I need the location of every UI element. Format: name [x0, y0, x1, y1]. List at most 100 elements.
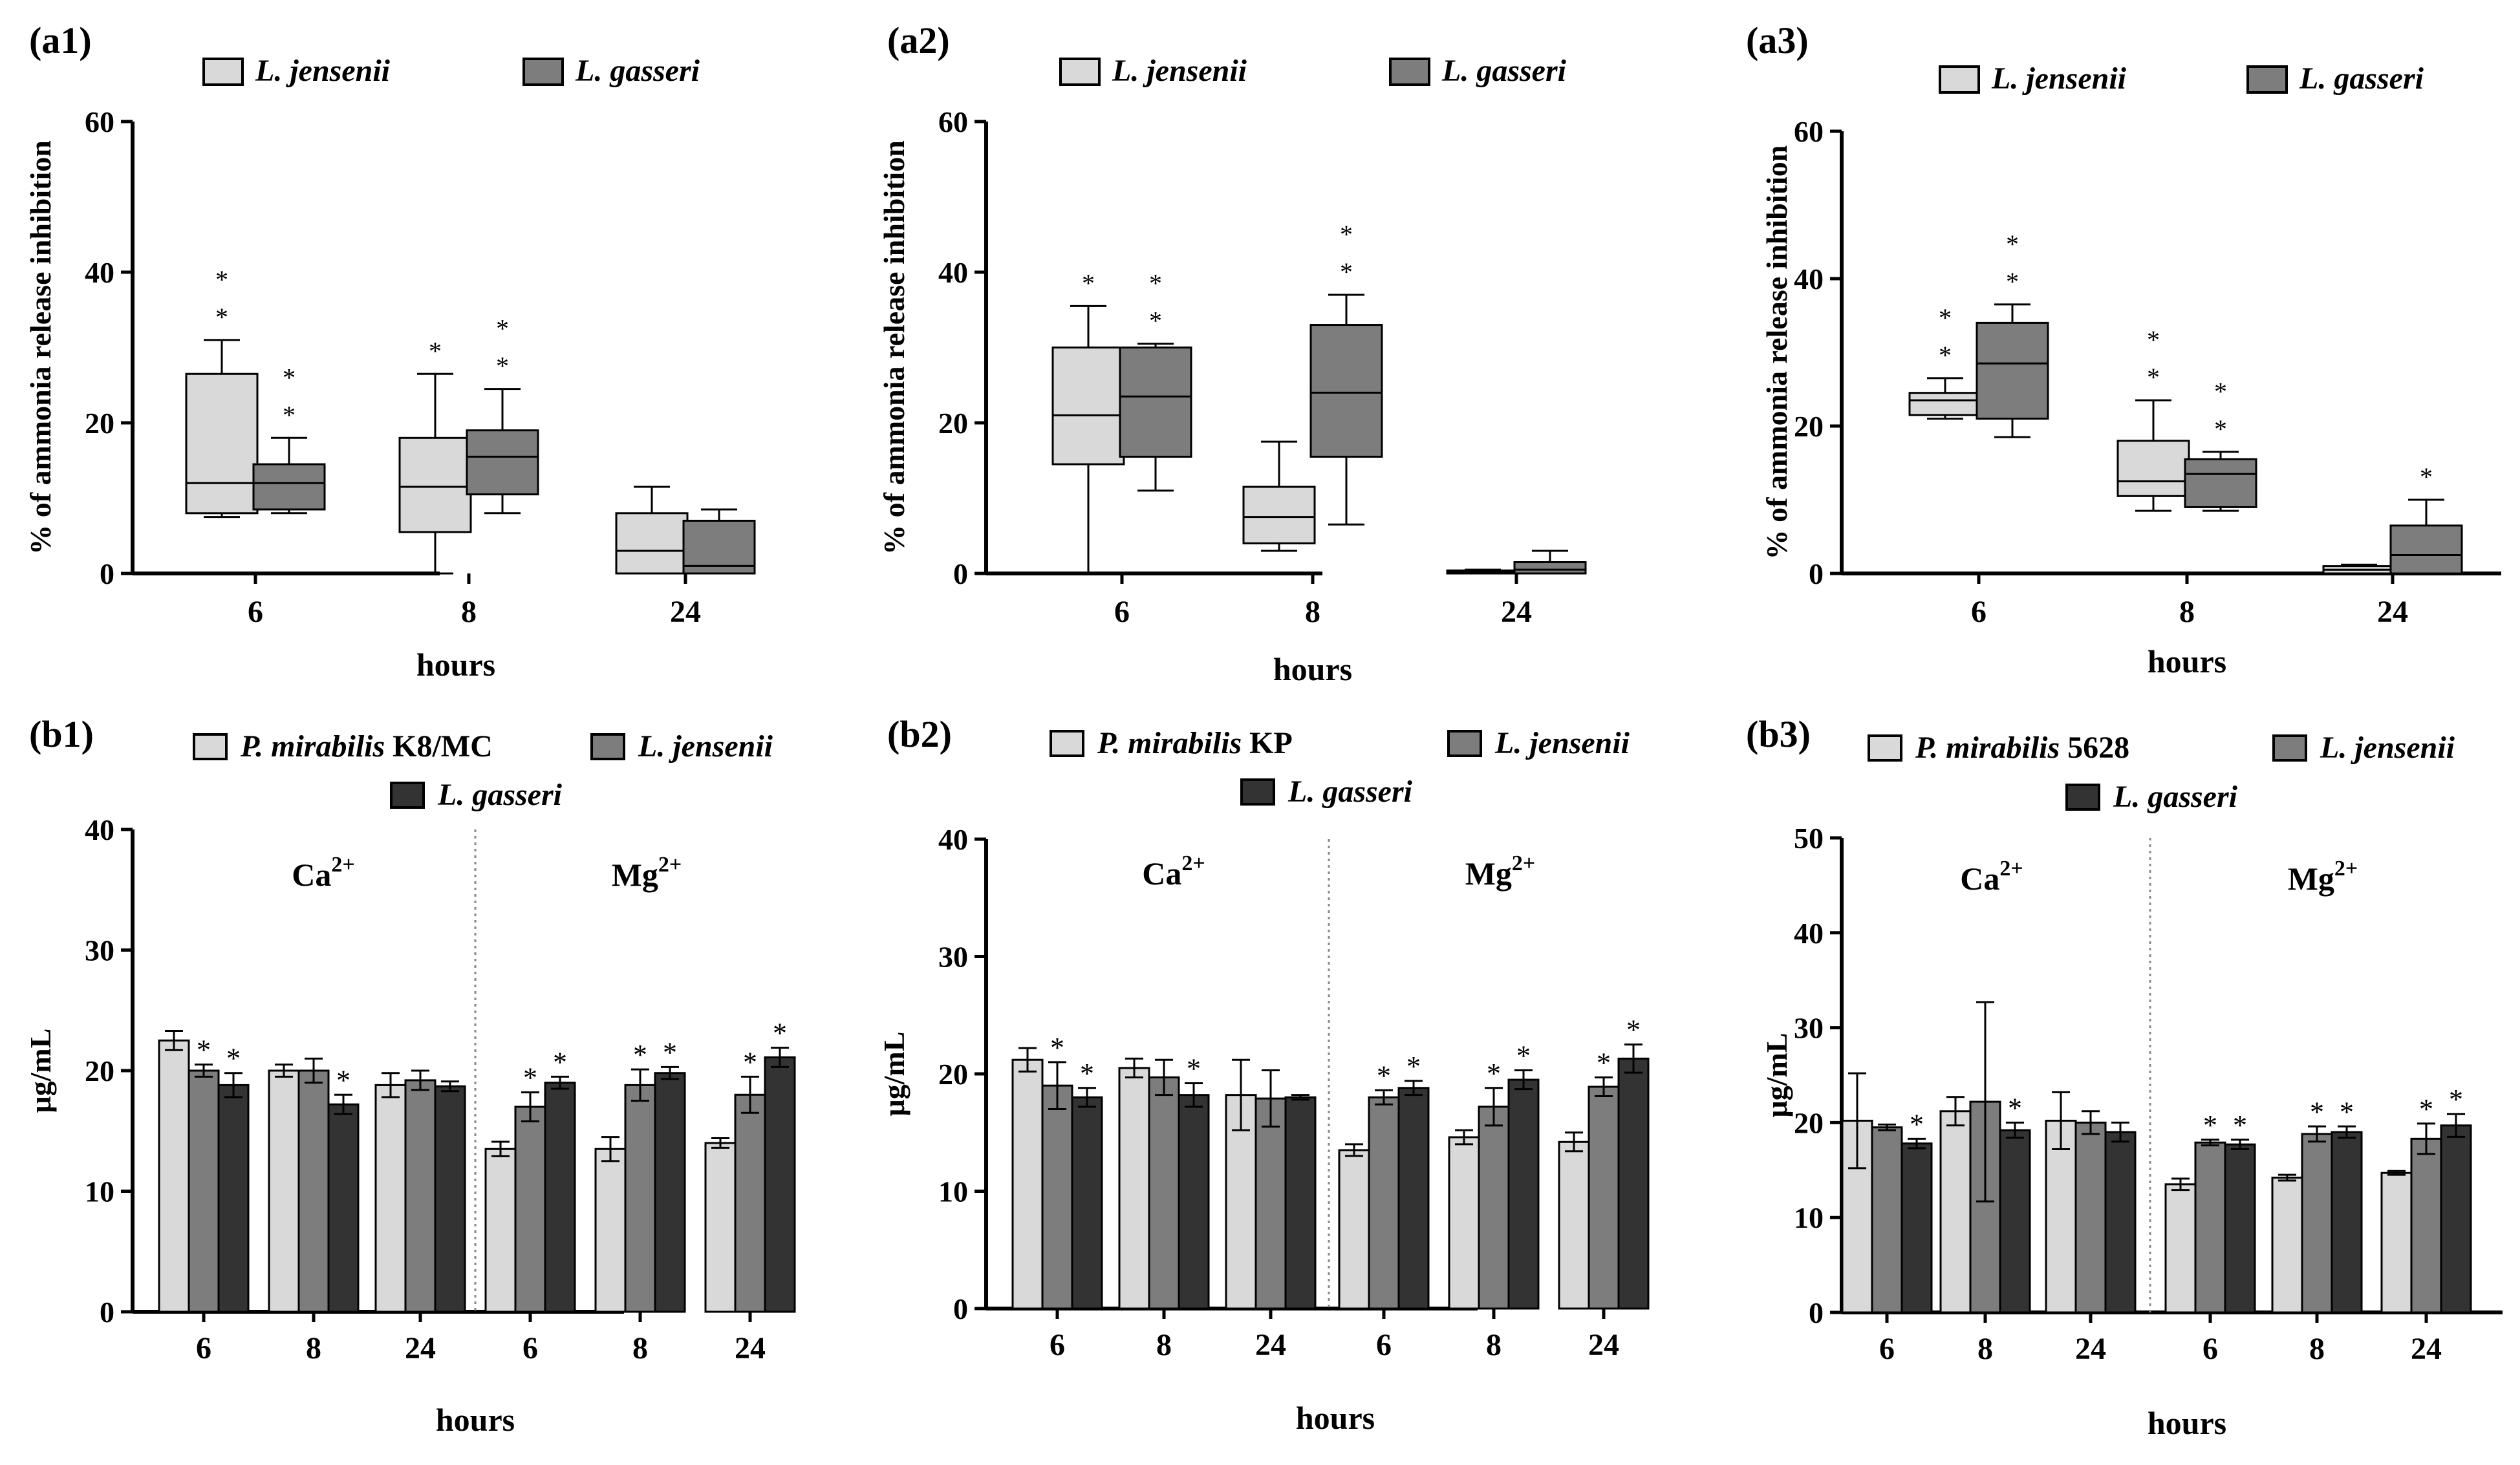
significance-star: * — [523, 1062, 537, 1094]
significance-star: * — [1187, 1053, 1201, 1085]
bar — [1999, 1129, 2031, 1314]
x-tick-label: 8 — [2309, 1332, 2325, 1366]
legend-label: L. gasseri — [1287, 775, 1413, 809]
box-body — [466, 429, 539, 496]
significance-star: * — [1939, 303, 1952, 332]
x-tick-label: 8 — [461, 595, 477, 629]
significance-star: * — [1597, 1047, 1611, 1078]
y-tick-label: 20 — [85, 1054, 114, 1087]
y-axis-label: % of ammonia release inhibition — [1760, 145, 1793, 560]
bar — [434, 1085, 466, 1313]
bar — [2074, 1121, 2107, 1314]
y-tick-label: 20 — [1794, 410, 1824, 443]
x-tick-label: 8 — [306, 1331, 321, 1365]
bar — [2164, 1183, 2197, 1314]
y-tick-label: 30 — [1794, 1012, 1824, 1045]
bar — [1939, 1110, 1972, 1314]
x-tick-label: 8 — [1977, 1332, 1993, 1366]
legend-label-name: L. jensenii — [638, 729, 773, 764]
bar — [484, 1148, 517, 1313]
box-body — [1119, 347, 1192, 458]
bar — [158, 1039, 190, 1313]
significance-star: * — [215, 265, 228, 294]
significance-star: * — [553, 1046, 567, 1078]
y-tick-label: 30 — [85, 934, 114, 967]
y-tick-label: 20 — [938, 407, 968, 440]
panel-label: (b1) — [29, 713, 94, 755]
x-tick-label: 6 — [1114, 595, 1130, 629]
significance-star: * — [215, 303, 228, 332]
chart-panel-a1: 0 20 40 60 % of ammonia release inhibition ho… — [24, 19, 756, 683]
legend-label: L. jensenii — [2320, 731, 2455, 765]
significance-star: * — [197, 1034, 211, 1066]
group-label-charge: 2+ — [1512, 851, 1535, 875]
panel-label: (a2) — [887, 19, 950, 61]
x-tick-label: 24 — [405, 1331, 436, 1365]
x-tick-label: 24 — [1588, 1328, 1619, 1362]
y-tick-label: 40 — [938, 256, 968, 289]
significance-star: * — [226, 1043, 241, 1075]
bar — [2104, 1131, 2137, 1314]
bar — [654, 1072, 686, 1313]
legend-swatch — [1389, 58, 1430, 86]
bar — [2331, 1131, 2363, 1314]
x-tick-label: 24 — [670, 595, 701, 629]
bar — [1397, 1087, 1430, 1310]
box-body — [1513, 561, 1587, 575]
significance-star: * — [1406, 1051, 1421, 1082]
bar — [1558, 1140, 1590, 1310]
x-tick-label: 24 — [2377, 595, 2408, 629]
legend-label: L. jensenii — [1112, 54, 1247, 88]
chart-panel-a3: 0 20 40 60% of ammonia release inhibition ho… — [1746, 19, 2501, 679]
bar — [217, 1084, 250, 1313]
box-body — [1976, 321, 2049, 420]
bar — [1178, 1094, 1210, 1310]
bar — [1901, 1142, 1933, 1314]
y-axis-label: % of ammonia release inhibition — [24, 140, 57, 555]
significance-star: * — [633, 1039, 647, 1071]
bar — [624, 1084, 656, 1313]
legend-swatch — [2065, 784, 2100, 811]
box-body — [252, 463, 326, 511]
bar — [2224, 1143, 2256, 1314]
box-body — [2116, 440, 2190, 497]
significance-star: * — [1626, 1014, 1641, 1046]
y-axis-label: % of ammonia release inhibition — [878, 140, 910, 555]
bar — [1368, 1096, 1400, 1310]
bar — [544, 1082, 576, 1313]
legend-swatch — [2272, 734, 2307, 762]
x-axis-label: hours — [416, 647, 495, 683]
x-tick-label: 24 — [1501, 595, 1532, 629]
legend-swatch — [522, 58, 564, 86]
legend-label: L. jensenii — [255, 54, 391, 88]
legend-label-name: P. mirabilis — [240, 729, 385, 764]
legend-label-name: L. jensenii — [1112, 54, 1247, 88]
legend-label-name: L. jensenii — [255, 54, 391, 88]
legend-label: P. mirabilis KP — [1097, 726, 1293, 760]
significance-star: * — [2233, 1109, 2247, 1141]
bar — [2380, 1171, 2413, 1314]
significance-star: * — [429, 336, 442, 365]
bar — [188, 1069, 220, 1313]
significance-star: * — [2310, 1096, 2324, 1128]
significance-star: * — [663, 1036, 677, 1068]
y-tick-label: 10 — [1794, 1201, 1824, 1234]
bar — [1255, 1097, 1287, 1310]
significance-star: * — [1082, 268, 1095, 297]
bar — [1617, 1057, 1650, 1310]
box-body — [1309, 324, 1383, 458]
y-tick-label: 0 — [100, 1296, 114, 1329]
legend-swatch — [1868, 734, 1902, 762]
group-label-charge: 2+ — [2334, 857, 2358, 881]
significance-star: * — [1340, 257, 1353, 286]
bar — [1448, 1136, 1480, 1310]
panel-label: (b3) — [1746, 713, 1811, 755]
x-axis-label: hours — [436, 1402, 515, 1438]
bar — [1041, 1084, 1073, 1310]
x-axis-label: hours — [1296, 1400, 1375, 1436]
significance-star: * — [1080, 1058, 1094, 1089]
significance-star: * — [1377, 1060, 1391, 1091]
x-tick-label: 8 — [632, 1331, 648, 1365]
x-tick-label: 8 — [1486, 1328, 1502, 1362]
bar — [404, 1079, 436, 1313]
